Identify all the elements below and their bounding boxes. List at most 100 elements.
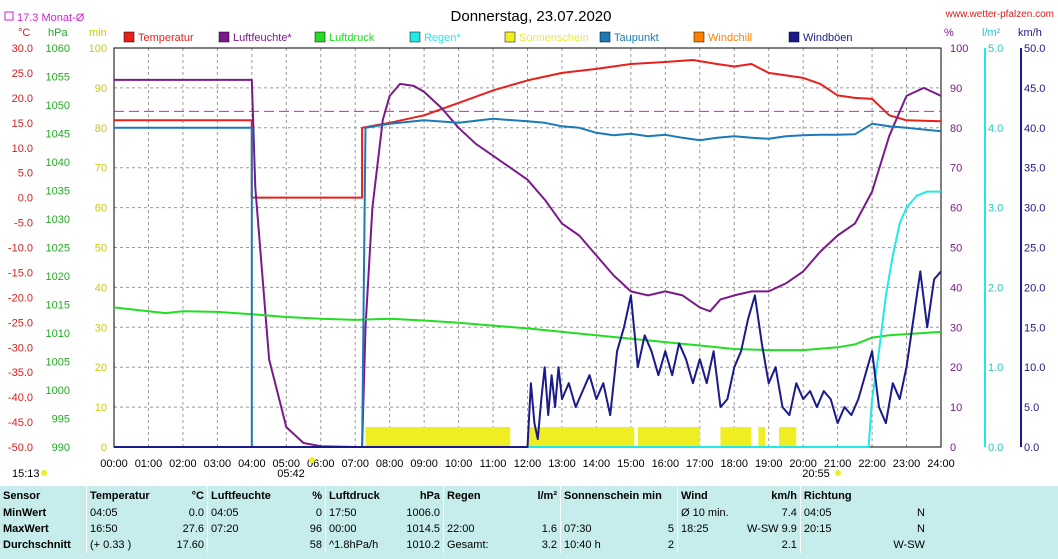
percent-tick: 10 [950, 402, 962, 414]
temp-tick: -35.0 [8, 367, 33, 379]
x-tick: 23:00 [893, 458, 921, 470]
percent-tick: 50 [950, 243, 962, 255]
x-tick: 00:00 [100, 458, 128, 470]
press-tick: 1030 [46, 214, 70, 226]
site-link[interactable]: www.wetter-pfalzen.com [945, 9, 1054, 20]
min-dir-time: 04:05 [799, 505, 867, 521]
temp-tick: -25.0 [8, 317, 33, 329]
avg-dir-value: W-SW [893, 539, 925, 551]
x-tick: 09:00 [410, 458, 438, 470]
percent-tick: 40 [950, 282, 962, 294]
min-dir-value: N [916, 507, 925, 519]
monat-avg-swatch [4, 11, 14, 21]
series-windböen [114, 270, 942, 448]
legend-label: Windböen [803, 32, 853, 44]
minutes-tick: 50 [95, 243, 107, 255]
x-tick: 07:00 [341, 458, 369, 470]
press-tick: 1045 [46, 129, 70, 141]
weather-chart: 30.0 25.0 20.0 15.0 10.0 5.0 0.0 -5.0 -10.0 -15.0… [4, 8, 1054, 480]
max-rain-value: 1.6 [541, 523, 557, 535]
sunshine-bars [365, 427, 797, 447]
max-sun-time: 07:30 [560, 521, 652, 537]
stats-row-max: MaxWert 16:50 27.6 07:20 96 00:00 1014.5… [0, 521, 928, 537]
avg-sun-value: 2 [667, 539, 674, 551]
monat-avg-label: 17.3 Monat-Ø [17, 12, 85, 24]
temp-tick: 0.0 [18, 193, 33, 205]
chart-title: Donnerstag, 23.07.2020 [451, 8, 612, 25]
x-tick: 16:00 [652, 458, 680, 470]
wind-tick: 40.0 [1024, 123, 1045, 135]
legend-label: Luftfeuchte* [233, 32, 292, 44]
wind-tick: 15.0 [1024, 322, 1045, 334]
unit-wind: km/h [1018, 27, 1042, 39]
x-tick: 19:00 [755, 458, 783, 470]
x-tick: 05:00 [273, 458, 301, 470]
unit-percent: % [944, 27, 954, 39]
x-tick: 02:00 [169, 458, 197, 470]
avg-temp-value: 17.60 [176, 539, 204, 551]
temp-tick: 20.0 [12, 93, 33, 105]
max-wind-value: W-SW 9.9 [747, 523, 797, 535]
legend-label: Windchill [708, 32, 752, 44]
legend-label: Sonnenschein [519, 32, 589, 44]
stats-header-press-unit: hPa [419, 489, 440, 502]
x-tick: 21:00 [824, 458, 852, 470]
max-hum-value: 96 [309, 523, 322, 535]
avg-press-value: 1010.2 [406, 539, 440, 551]
stats-header-dir: Richtung [799, 486, 867, 505]
press-tick: 1060 [46, 43, 70, 55]
temp-tick: -10.0 [8, 243, 33, 255]
legend-swatch [504, 31, 516, 43]
rain-tick: 0.0 [988, 442, 1003, 454]
max-rain-time: 22:00 [443, 521, 520, 537]
rain-tick: 5.0 [988, 43, 1003, 55]
row-label: Durchschnitt [3, 539, 71, 551]
stats-row-min: MinWert 04:05 0.0 04:05 0 17:50 1006.0 Ø… [0, 505, 928, 521]
wind-tick: 20.0 [1024, 282, 1045, 294]
rain-tick: 3.0 [988, 203, 1003, 215]
wind-tick: 10.0 [1024, 362, 1045, 374]
sunset-label: 20:55 [802, 468, 830, 480]
avg-temp-trend: (+ 0.33 ) [86, 537, 163, 553]
press-tick: 995 [52, 414, 70, 426]
press-tick: 1020 [46, 271, 70, 283]
stats-header-hum: Luftfeuchte [207, 486, 284, 505]
press-tick: 1025 [46, 243, 70, 255]
legend-swatch [314, 31, 326, 43]
legend-swatch [218, 31, 230, 43]
rain-tick: 2.0 [988, 282, 1003, 294]
sunshine-bar [720, 427, 752, 447]
min-sun-time [560, 505, 652, 521]
min-sun-value [651, 505, 677, 521]
legend-label: Luftdruck [329, 32, 375, 44]
press-tick: 1015 [46, 300, 70, 312]
stats-header-sun: Sonnenschein min [560, 486, 678, 505]
press-tick: 1050 [46, 100, 70, 112]
stats-header-rain: Regen [443, 486, 520, 505]
min-hum-value: 0 [315, 507, 322, 519]
series-luftdruck [113, 306, 942, 352]
stats-header-wind: Wind [677, 486, 744, 505]
press-tick: 990 [52, 442, 70, 454]
legend-label: Regen* [424, 32, 461, 44]
legend-label: Taupunkt [614, 32, 659, 44]
press-tick: 1005 [46, 357, 70, 369]
percent-tick: 30 [950, 322, 962, 334]
temp-tick: 30.0 [12, 43, 33, 55]
unit-rain: l/m² [982, 27, 1001, 39]
min-wind-value: 7.4 [781, 507, 797, 519]
x-tick: 10:00 [445, 458, 473, 470]
press-tick: 1055 [46, 72, 70, 84]
temp-tick: -5.0 [14, 218, 33, 230]
legend-swatch [123, 31, 135, 43]
minutes-tick: 30 [95, 322, 107, 334]
wind-tick: 50.0 [1024, 43, 1045, 55]
row-label: MaxWert [3, 523, 49, 535]
percent-tick: 60 [950, 203, 962, 215]
wind-tick: 0.0 [1024, 442, 1039, 454]
percent-tick: 90 [950, 83, 962, 95]
x-tick: 13:00 [548, 458, 576, 470]
max-temp-value: 27.6 [182, 523, 204, 535]
max-hum-time: 07:20 [207, 521, 284, 537]
legend: Temperatur Luftfeuchte* Luftdruck Regen* Son… [123, 31, 853, 44]
